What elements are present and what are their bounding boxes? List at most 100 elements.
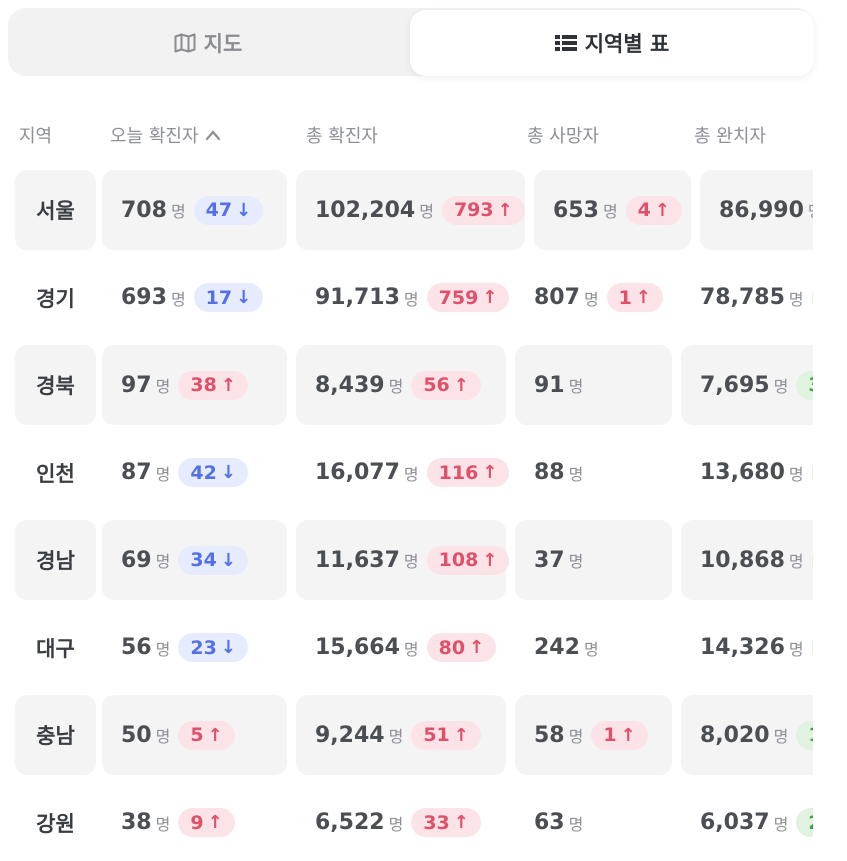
total-cases-badge: 51 ↑ [411, 720, 481, 750]
total-recovered: 6,037명2 [681, 783, 813, 861]
total-deaths-value: 88 [534, 460, 565, 485]
total-cases-badge: 116 ↑ [426, 458, 510, 487]
total-cases: 8,439 명 56 ↑ [296, 345, 506, 425]
today-cases-unit: 명 [155, 814, 171, 834]
today-cases-value: 87 [121, 460, 152, 485]
total-cases: 6,522 명 33 ↑ [296, 783, 506, 861]
total-cases-value: 91,713 [315, 285, 400, 310]
arrow-down-icon: ↓ [236, 199, 252, 221]
today-cases-badge: 34 ↓ [178, 545, 248, 575]
total-deaths-value: 653 [553, 197, 599, 223]
total-recovered-badge: 1 [796, 720, 813, 750]
total-recovered-unit: 명 [773, 377, 789, 396]
total-deaths: 653 명 4 ↑ [534, 170, 691, 250]
today-cases-badge-value: 34 [190, 549, 217, 571]
today-cases-badge: 5 ↑ [178, 720, 235, 750]
tab-region-table[interactable]: 지역별 표 [410, 10, 814, 76]
today-cases-badge: 17 ↓ [193, 283, 264, 312]
today-cases-badge: 47 ↓ [193, 195, 264, 225]
total-cases-unit: 명 [419, 202, 434, 221]
total-cases-unit: 명 [403, 639, 419, 659]
arrow-up-icon: ↑ [635, 287, 651, 308]
tab-region-table-label: 지역별 표 [584, 32, 670, 56]
total-cases-badge-value: 759 [438, 286, 479, 309]
total-recovered: 14,326 명 [681, 608, 813, 688]
total-cases-value: 15,664 [315, 635, 400, 660]
today-cases: 693 명 17 ↓ [102, 258, 287, 338]
today-cases-unit: 명 [170, 289, 186, 309]
total-recovered-badge: 3 [796, 370, 813, 400]
today-cases-value: 97 [121, 372, 152, 398]
table-row[interactable]: 경남 69 명 34 ↓ 11,637 명 108 ↑ 37 명 10,868 명 [0, 520, 813, 600]
arrow-up-icon: ↑ [207, 724, 223, 746]
arrow-down-icon: ↓ [220, 549, 236, 571]
total-recovered-unit: 명 [788, 639, 804, 659]
total-deaths-unit: 명 [602, 202, 618, 221]
today-cases-badge-value: 23 [190, 636, 217, 659]
total-recovered: 78,785 명 [681, 258, 813, 338]
today-cases: 87 명 42 ↓ [102, 433, 287, 513]
total-cases-value: 102,204 [315, 197, 416, 223]
column-header-recovered[interactable]: 총 완치자 [694, 126, 766, 147]
total-cases-badge-value: 108 [438, 549, 479, 571]
map-icon [174, 33, 196, 53]
total-cases-badge: 793 ↑ [441, 195, 525, 225]
today-cases-badge: 23 ↓ [178, 633, 248, 662]
total-recovered-value: 13,680 [700, 460, 785, 485]
total-deaths-badge-value: 1 [603, 724, 617, 746]
arrow-down-icon: ↓ [236, 287, 252, 308]
total-deaths-badge-value: 1 [618, 286, 632, 309]
table-row[interactable]: 인천 87 명 42 ↓ 16,077 명 116 ↑ 88 명 13,680 명 [0, 433, 813, 513]
arrow-down-icon: ↓ [220, 637, 236, 658]
total-cases-unit: 명 [403, 289, 419, 309]
table-row[interactable]: 대구 56 명 23 ↓ 15,664 명 80 ↑ 242 명 14,326 명 [0, 608, 813, 688]
total-recovered: 10,868 명 [681, 520, 813, 600]
table-row[interactable]: 경기 693 명 17 ↓ 91,713 명 759 ↑ 807 명 1 ↑ 78,785 명 [0, 258, 813, 338]
total-recovered-unit: 명 [773, 814, 789, 834]
total-cases: 11,637 명 108 ↑ [296, 520, 510, 600]
total-deaths-value: 37 [534, 547, 565, 573]
total-recovered-value: 86,990 [719, 197, 804, 223]
total-recovered-badge: 2 [796, 808, 813, 837]
region-name: 서울 [15, 170, 96, 250]
column-header-total[interactable]: 총 확진자 [306, 126, 378, 147]
total-recovered-badge [811, 283, 813, 312]
total-recovered-unit: 명 [788, 552, 804, 571]
total-recovered-badge-value: 2 [808, 812, 813, 834]
region-name: 충남 [15, 695, 96, 775]
today-cases-value: 693 [121, 285, 167, 310]
today-cases: 97 명 38 ↑ [102, 345, 287, 425]
tab-map[interactable]: 지도 [8, 10, 408, 76]
today-cases: 38 명 9 ↑ [102, 783, 287, 861]
tab-map-label: 지도 [203, 32, 243, 56]
total-deaths: 807 명 1 ↑ [515, 258, 672, 338]
total-recovered-badge-value: 1 [808, 724, 813, 746]
total-deaths: 37 명 [515, 520, 672, 600]
arrow-up-icon: ↑ [453, 374, 469, 396]
column-header-today[interactable]: 오늘 확진자 [110, 122, 221, 148]
total-deaths-unit: 명 [568, 552, 584, 571]
column-header-deaths[interactable]: 총 사망자 [527, 126, 599, 147]
arrow-up-icon: ↑ [654, 199, 670, 221]
today-cases-unit: 명 [155, 727, 171, 746]
total-deaths-unit: 명 [583, 639, 599, 659]
total-cases: 102,204 명 793 ↑ [296, 170, 525, 250]
total-deaths-badge: 4 ↑ [625, 195, 682, 225]
total-deaths: 91 명 [515, 345, 672, 425]
total-cases: 16,077 명 116 ↑ [296, 433, 510, 513]
column-header-region[interactable]: 지역 [19, 126, 53, 147]
total-deaths-unit: 명 [568, 464, 584, 484]
total-cases-value: 16,077 [315, 460, 400, 485]
region-name: 경북 [15, 345, 96, 425]
total-cases-value: 8,439 [315, 372, 385, 398]
total-cases: 9,244 명 51 ↑ [296, 695, 506, 775]
arrow-up-icon: ↑ [453, 812, 469, 833]
region-table: 지역 오늘 확진자 총 확진자 총 사망자 총 완치자 서울 708 명 47 ↓ 102… [0, 100, 813, 861]
chevron-up-icon [205, 125, 221, 146]
total-recovered-badge-value: 3 [808, 374, 813, 396]
today-cases: 69 명 34 ↓ [102, 520, 287, 600]
